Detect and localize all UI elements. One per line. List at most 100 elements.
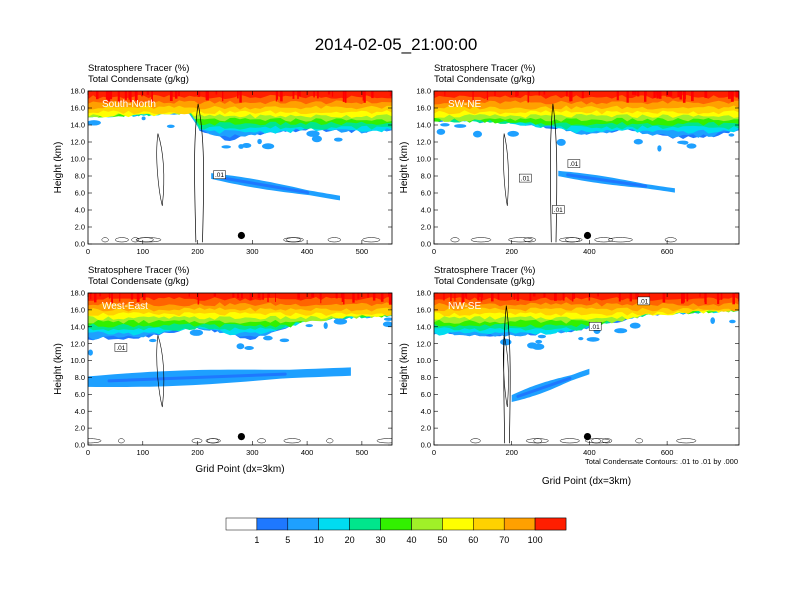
panel-title-line-0: Stratosphere Tracer (%) <box>88 63 189 74</box>
tracer-spike <box>653 91 656 98</box>
tracer-spike <box>146 91 150 95</box>
tracer-spike <box>94 293 97 303</box>
tracer-spike <box>735 91 739 98</box>
tracer-spike <box>738 293 739 302</box>
cloud-patch <box>236 343 245 350</box>
condensate-contour-loop <box>156 335 165 408</box>
tracer-spike <box>443 293 445 301</box>
tracer-spike <box>141 91 144 97</box>
panel-title-line-0: Stratosphere Tracer (%) <box>88 265 189 276</box>
tracer-spike <box>497 293 500 300</box>
cloud-patch <box>241 143 252 148</box>
surface-contour <box>608 237 633 243</box>
cloud-patch <box>681 140 689 145</box>
location-marker-dot <box>237 231 245 240</box>
cloud-patch <box>657 145 662 152</box>
tracer-spike <box>569 91 572 102</box>
colorbar-box <box>503 517 536 531</box>
colorbar: 1 5 10 20 30 40 50 60 70 100 <box>225 517 567 545</box>
tracer-band-0 <box>434 91 739 99</box>
x-tick-label: 400 <box>301 448 314 457</box>
tracer-spike <box>637 293 639 300</box>
tracer-spike <box>478 293 481 297</box>
cloud-patch <box>306 130 320 137</box>
y-tick-label: 8.0 <box>421 373 431 382</box>
condensate-contour-loop <box>502 335 509 408</box>
anvil-plume-core <box>107 372 287 383</box>
tracer-spike <box>529 293 532 301</box>
tracer-spike <box>352 293 355 303</box>
condensate-contour-column <box>550 103 558 243</box>
y-axis-label: Height (km) <box>53 343 64 395</box>
surface-contour <box>664 237 677 243</box>
tracer-spike <box>363 91 366 103</box>
cloud-patch <box>305 324 313 328</box>
tracer-spike <box>581 91 584 99</box>
cloud-patch <box>189 329 203 336</box>
cloud-patch <box>710 317 715 324</box>
tracer-spike <box>465 293 467 297</box>
y-tick-label: 8.0 <box>421 172 431 181</box>
tracer-spike <box>297 91 299 99</box>
cloud-patch <box>262 143 275 150</box>
region-label: South-North <box>102 99 156 110</box>
tracer-spike <box>444 91 446 96</box>
tracer-spike <box>267 293 270 298</box>
y-tick-label: 6.0 <box>75 189 85 198</box>
surface-contour <box>326 438 334 444</box>
tracer-spike <box>117 91 120 103</box>
cloud-patch <box>578 337 584 341</box>
tracer-spike <box>720 293 723 300</box>
x-tick-label: 600 <box>661 247 674 256</box>
plot-frame <box>433 292 740 446</box>
tracer-spike <box>517 91 519 96</box>
surface-contour <box>676 438 697 444</box>
tracer-spike <box>532 293 536 297</box>
y-tick-label: 12.0 <box>416 138 431 147</box>
tracer-spike <box>206 91 209 101</box>
tracer-spike <box>626 91 629 103</box>
colorbar-label: 10 <box>314 535 324 545</box>
tracer-spike <box>107 91 111 102</box>
cloud-patch <box>257 138 262 145</box>
tracer-spike <box>380 293 384 302</box>
tracer-spike <box>109 91 113 100</box>
cloud-patch <box>537 334 547 339</box>
condensate-contour-column <box>503 305 511 444</box>
cloud-patch <box>221 145 231 149</box>
region-label: West-East <box>102 301 148 312</box>
panel-title-line-1: Total Condensate (g/kg) <box>434 74 535 85</box>
tracer-spike <box>515 91 517 97</box>
colorbar-box <box>256 517 289 531</box>
cloud-patch <box>244 346 254 350</box>
surface-contour <box>523 237 537 243</box>
anvil-plume-core <box>220 176 310 195</box>
colorbar-label: 5 <box>285 535 290 545</box>
colorbar-box-last <box>534 517 567 531</box>
tracer-spike <box>197 293 200 305</box>
tracer-spike <box>572 293 574 302</box>
tracer-spike <box>213 293 216 297</box>
colorbar-label: 100 <box>528 535 543 545</box>
tracer-spike <box>461 293 465 303</box>
tracer-spike <box>644 91 647 95</box>
y-tick-label: 4.0 <box>75 407 85 416</box>
tracer-spike <box>298 91 301 97</box>
tracer-band-0 <box>88 293 392 301</box>
tracer-spike <box>134 91 137 101</box>
contour-label-text: .01 <box>521 176 530 183</box>
tracer-spike <box>197 91 201 97</box>
x-tick-label: 100 <box>137 448 150 457</box>
x-tick-label: 400 <box>583 448 596 457</box>
tracer-spike <box>662 293 666 303</box>
panel-title-line-1: Total Condensate (g/kg) <box>434 276 535 287</box>
cloud-patch <box>729 319 736 324</box>
cloud-patch <box>586 337 600 342</box>
tracer-spike <box>96 91 99 100</box>
surface-contour <box>362 237 381 243</box>
cloud-patch <box>614 328 628 334</box>
y-tick-label: 0.0 <box>75 240 85 249</box>
tracer-spike <box>632 91 635 95</box>
